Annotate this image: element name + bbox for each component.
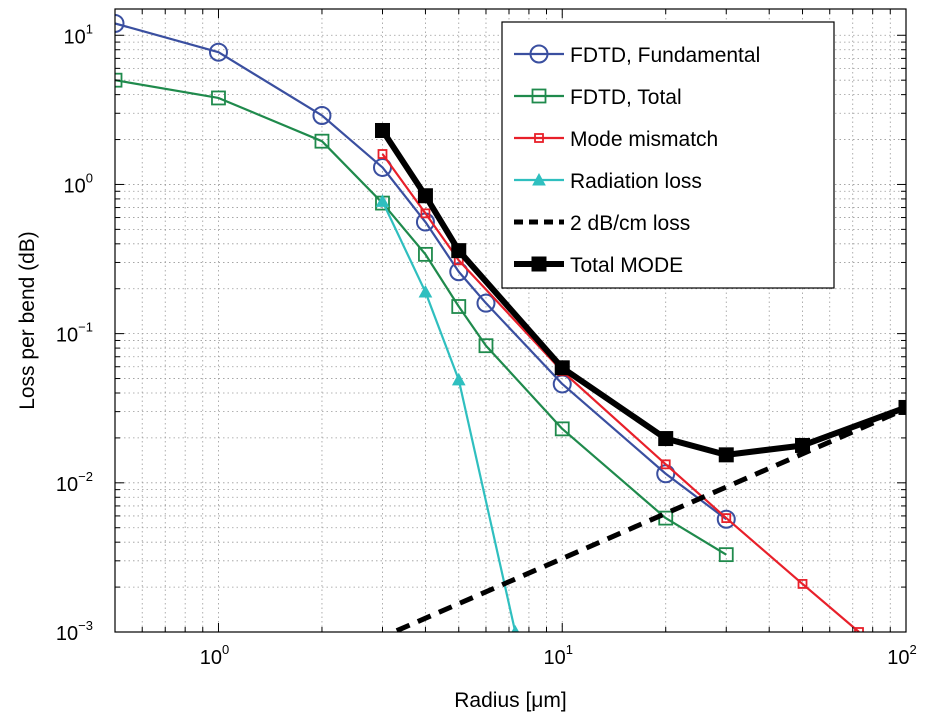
data-point [449,262,469,282]
legend-label: FDTD, Fundamental [570,44,760,67]
data-point [312,105,332,125]
series-5 [374,122,906,463]
data-point [718,547,734,563]
series-3 [375,194,520,632]
series-line [381,200,517,632]
data-point [898,399,906,415]
legend-marker [529,44,549,64]
legend-entry: Total MODE [514,254,683,277]
data-point [208,42,228,62]
x-tick-label: 101 [543,642,572,669]
y-tick-label: 100 [64,170,93,197]
series-line [115,22,727,521]
data-point [854,627,864,632]
plot-series [115,13,906,632]
data-point [451,299,467,314]
data-point [420,208,431,219]
legend-label: Mode mismatch [570,128,718,151]
legend-label: Total MODE [570,254,683,277]
series-line [115,79,727,556]
data-point [554,421,570,437]
data-point [478,338,494,354]
legend-label: FDTD, Total [570,86,682,109]
data-point [417,188,433,204]
legend-marker [531,256,547,272]
y-tick-labels: 101 100 10−1 10−2 10−3 [56,21,93,645]
legend-marker [531,88,547,104]
data-point [115,72,123,88]
x-tick-labels: 100 101 102 [200,642,917,669]
y-tick-label: 10−3 [56,618,93,645]
series-line [379,128,906,458]
data-point [716,509,736,529]
y-tick-label: 101 [64,21,93,48]
data-point [718,447,734,463]
legend-entry: Radiation loss [514,170,702,193]
data-point [797,579,808,589]
series-line [395,406,906,632]
series-1 [115,72,734,563]
legend: FDTD, Fundamental FDTD, Total Mode mismatc… [501,21,835,289]
data-point [418,246,433,262]
series-line [381,153,860,632]
tick-marks [114,9,907,633]
series-4 [395,406,906,632]
data-point [795,437,811,453]
legend-label: 2 dB/cm loss [570,212,690,235]
data-point [374,122,390,138]
legend-marker [534,133,544,143]
legend-label: Radiation loss [570,170,702,193]
data-point [377,149,388,159]
data-point [211,90,226,106]
data-point [418,285,433,298]
x-tick-label: 100 [200,642,229,669]
legend-entry: 2 dB/cm loss [514,212,690,235]
legend-marker [532,172,546,186]
data-point [658,431,674,447]
series-0 [115,13,736,529]
legend-entry: FDTD, Total [514,86,682,109]
y-tick-label: 10−1 [56,320,93,347]
data-point [115,13,125,33]
y-axis-label: Loss per bend (dB) [16,231,39,410]
y-tick-label: 10−2 [56,469,93,496]
grid [114,9,907,633]
data-point [314,133,330,149]
x-tick-label: 102 [887,642,916,669]
data-point [451,372,466,386]
plot-frame [114,8,907,633]
data-point [721,513,732,524]
legend-entry: Mode mismatch [514,128,718,151]
legend-box [501,21,835,289]
data-point [660,459,671,470]
x-axis-label: Radius [μm] [454,689,566,712]
data-point [375,194,390,207]
data-point [451,243,467,259]
data-point [554,360,570,376]
legend-entry: FDTD, Fundamental [514,44,760,67]
data-point [476,293,496,313]
